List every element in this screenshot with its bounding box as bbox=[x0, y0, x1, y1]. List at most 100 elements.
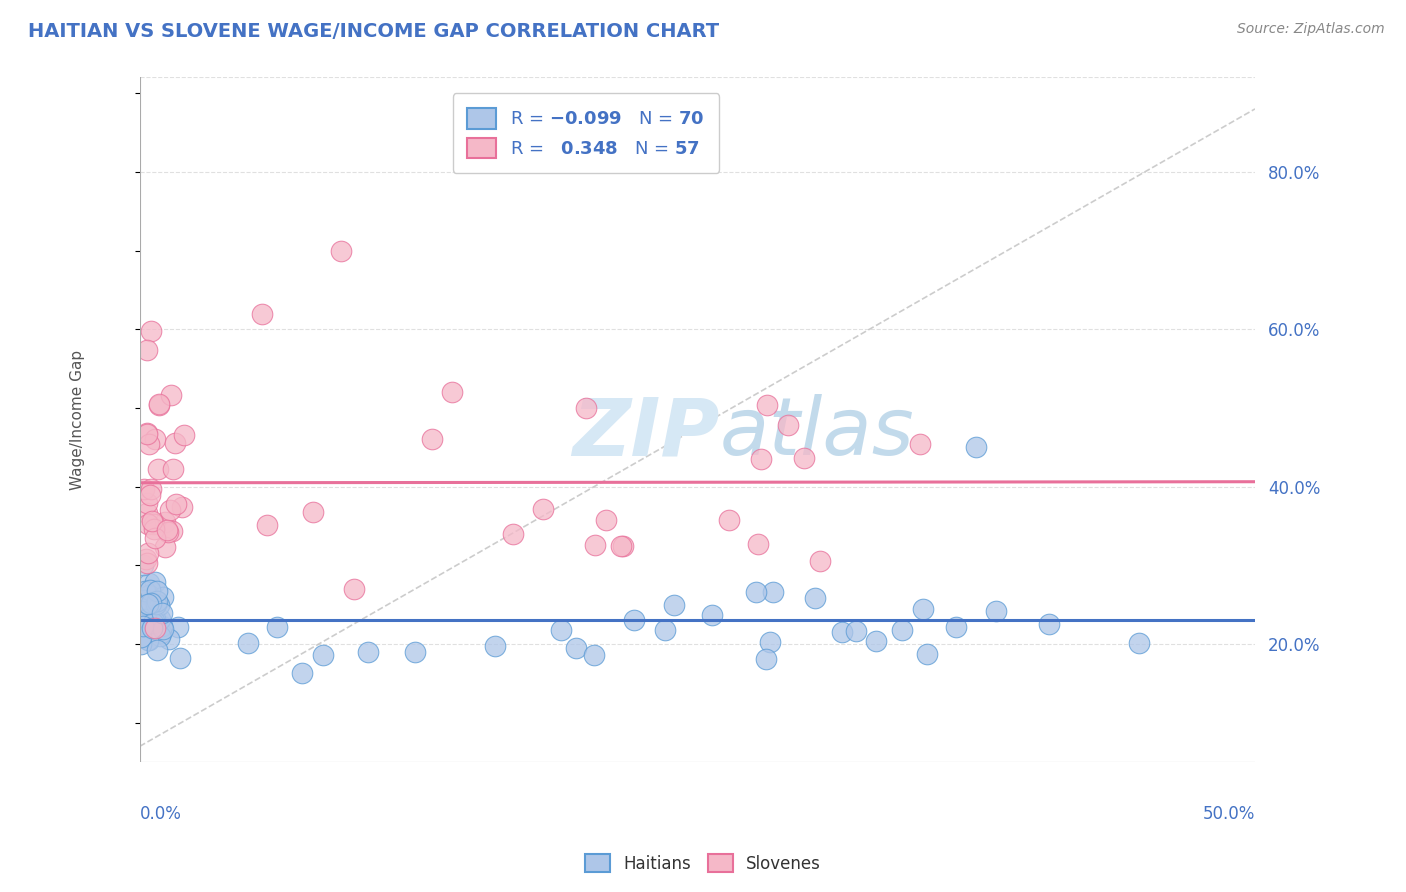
Point bbox=[138, 588, 160, 602]
Point bbox=[266, 620, 288, 634]
Point bbox=[143, 621, 166, 635]
Point bbox=[143, 574, 166, 589]
Point bbox=[136, 343, 159, 357]
Point bbox=[149, 629, 172, 643]
Point bbox=[143, 615, 166, 629]
Text: ZIP: ZIP bbox=[572, 394, 720, 473]
Point bbox=[138, 488, 160, 502]
Point bbox=[252, 306, 274, 320]
Point bbox=[136, 425, 159, 440]
Point bbox=[148, 398, 170, 412]
Point bbox=[160, 524, 183, 538]
Text: Source: ZipAtlas.com: Source: ZipAtlas.com bbox=[1237, 22, 1385, 37]
Point bbox=[404, 645, 426, 659]
Point bbox=[143, 532, 166, 546]
Point bbox=[132, 482, 155, 496]
Point bbox=[138, 437, 160, 451]
Legend: R = $\mathbf{-0.099}$   N = $\mathbf{70}$, R =   $\mathbf{0.348}$   N = $\mathbf: R = $\mathbf{-0.099}$ N = $\mathbf{70}$,… bbox=[453, 94, 718, 173]
Point bbox=[143, 522, 166, 536]
Point bbox=[1038, 617, 1060, 632]
Point bbox=[911, 602, 934, 616]
Point bbox=[150, 625, 173, 640]
Point bbox=[173, 428, 195, 442]
Point bbox=[583, 537, 606, 551]
Point bbox=[291, 665, 314, 680]
Point bbox=[162, 461, 184, 475]
Point bbox=[135, 612, 157, 626]
Text: 50.0%: 50.0% bbox=[1202, 805, 1256, 823]
Point bbox=[146, 595, 169, 609]
Point bbox=[152, 590, 174, 604]
Point bbox=[550, 623, 572, 637]
Point bbox=[762, 585, 785, 599]
Point bbox=[609, 539, 631, 553]
Point bbox=[136, 496, 159, 510]
Point bbox=[135, 426, 157, 441]
Point bbox=[146, 642, 169, 657]
Point bbox=[156, 523, 179, 537]
Point bbox=[531, 502, 554, 516]
Point bbox=[132, 619, 155, 633]
Point bbox=[145, 597, 167, 611]
Point bbox=[986, 604, 1008, 618]
Point bbox=[583, 648, 606, 662]
Text: 0.0%: 0.0% bbox=[139, 805, 181, 823]
Point bbox=[148, 599, 170, 613]
Point bbox=[915, 648, 938, 662]
Point bbox=[165, 435, 187, 450]
Point bbox=[145, 584, 167, 599]
Point bbox=[134, 593, 156, 607]
Point bbox=[718, 513, 741, 527]
Point bbox=[138, 576, 160, 591]
Point bbox=[965, 440, 987, 454]
Point bbox=[749, 452, 772, 467]
Point bbox=[441, 385, 464, 400]
Point bbox=[793, 451, 815, 466]
Point bbox=[1128, 636, 1150, 650]
Point bbox=[129, 637, 152, 651]
Point bbox=[747, 537, 769, 551]
Point bbox=[502, 527, 524, 541]
Point bbox=[141, 622, 163, 636]
Point bbox=[153, 540, 176, 554]
Point bbox=[138, 615, 160, 629]
Point bbox=[141, 596, 163, 610]
Point bbox=[420, 432, 443, 446]
Point bbox=[139, 482, 162, 496]
Point bbox=[153, 515, 176, 529]
Point bbox=[136, 633, 159, 648]
Point bbox=[156, 525, 179, 540]
Point bbox=[575, 401, 598, 415]
Point bbox=[135, 556, 157, 570]
Point bbox=[612, 539, 634, 553]
Point bbox=[157, 632, 180, 646]
Point bbox=[776, 417, 799, 432]
Point bbox=[139, 582, 162, 597]
Point bbox=[129, 616, 152, 631]
Point bbox=[152, 606, 174, 620]
Point bbox=[745, 585, 768, 599]
Point bbox=[135, 552, 157, 566]
Point bbox=[160, 388, 183, 402]
Point bbox=[759, 635, 782, 649]
Point bbox=[891, 623, 914, 637]
Point bbox=[755, 652, 778, 666]
Point bbox=[148, 397, 170, 411]
Point bbox=[756, 398, 779, 412]
Point bbox=[152, 622, 174, 636]
Point bbox=[623, 613, 645, 627]
Point bbox=[865, 634, 887, 648]
Point bbox=[143, 611, 166, 625]
Point bbox=[565, 641, 588, 656]
Point bbox=[700, 608, 723, 623]
Point bbox=[150, 619, 173, 633]
Point bbox=[132, 558, 155, 573]
Point bbox=[141, 514, 163, 528]
Point bbox=[141, 615, 163, 630]
Point bbox=[138, 546, 160, 560]
Text: HAITIAN VS SLOVENE WAGE/INCOME GAP CORRELATION CHART: HAITIAN VS SLOVENE WAGE/INCOME GAP CORRE… bbox=[28, 22, 720, 41]
Point bbox=[139, 599, 162, 613]
Point bbox=[169, 650, 191, 665]
Point bbox=[343, 582, 366, 597]
Point bbox=[136, 516, 159, 531]
